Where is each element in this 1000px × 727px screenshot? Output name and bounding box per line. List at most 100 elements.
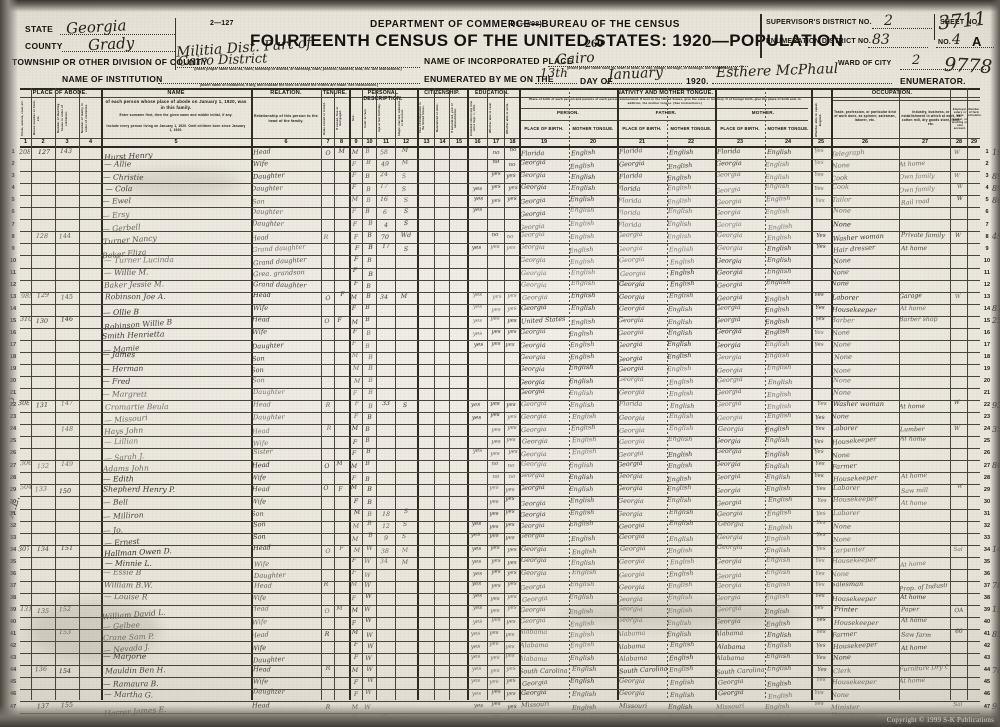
cell-mpb: Georgia <box>716 532 743 541</box>
cell-ind: At home <box>900 593 927 601</box>
cell-mpb: Georgia <box>717 243 744 252</box>
enumerated-day: 13th <box>540 66 568 80</box>
cell-age: 34 <box>379 557 388 566</box>
cell-occ: Housekeeper <box>831 677 876 687</box>
row-number-right: 8 <box>985 233 989 240</box>
cell-mt: English <box>569 461 594 470</box>
cell-fmt: English <box>669 245 694 254</box>
cell-mt: English <box>571 689 596 699</box>
row-separator <box>20 171 980 173</box>
supervisor-district-value: 2 <box>884 13 893 29</box>
cell-dwell: 134 <box>36 545 49 554</box>
cell-mt: English <box>571 546 597 557</box>
row-separator <box>20 183 980 185</box>
row-number-right: 34 <box>983 546 991 553</box>
cell-mmt: English <box>764 450 790 459</box>
cell-race: W <box>364 582 372 590</box>
nativity-note: Place of birth of each person and parent… <box>529 97 801 105</box>
cell-read: yes <box>491 583 501 590</box>
cell-fam: 144 <box>58 231 72 241</box>
cell-name: — Margrett <box>101 389 147 399</box>
cell-mpb: Georgia <box>715 581 742 591</box>
cell-mort: F <box>338 485 343 494</box>
cell-read: yes <box>489 667 500 674</box>
cell-school: yes <box>473 341 483 348</box>
cell-race: B <box>365 425 371 433</box>
colnum-27: 27 <box>921 139 929 145</box>
cell-race: B <box>366 257 372 265</box>
cell-mort: F <box>337 316 342 324</box>
cell-name: Shepherd Henry P. <box>102 484 175 494</box>
cell-eng: Yes <box>814 147 825 155</box>
row-number-right: 16 <box>983 329 991 336</box>
cell-mt: English <box>571 172 596 181</box>
cell-mt: English <box>569 389 594 398</box>
cell-write: yes <box>507 593 517 601</box>
row-separator <box>20 219 980 221</box>
cell-mmt: English <box>765 159 790 169</box>
cell-sex: M <box>350 293 358 301</box>
cell-mt: English <box>571 267 596 277</box>
form-header: State Georgia County Grady Township or o… <box>0 0 1000 88</box>
cell-pb: Georgia <box>521 436 548 446</box>
colnum-9: 9 <box>354 139 358 145</box>
group-nativity: Nativity and mother tongue. <box>616 89 714 96</box>
cell-read: yes <box>491 340 501 347</box>
sheet-no-label: Sheet No. <box>940 19 980 26</box>
cell-school: yes <box>471 244 481 252</box>
cell-mpb: Georgia <box>714 207 741 217</box>
cell-marital: S <box>401 185 407 194</box>
cell-ind: At home <box>900 643 927 652</box>
cell-race: W <box>366 666 373 674</box>
cell-marital: S <box>403 220 408 228</box>
cell-eng: Yes <box>816 642 827 650</box>
row-number-right: 17 <box>983 342 991 348</box>
cell-read: yes <box>489 678 499 686</box>
cell-mt: English <box>569 653 595 662</box>
cell-write: no <box>506 233 514 241</box>
row-separator <box>20 472 980 474</box>
cell-mmt: English <box>767 389 792 399</box>
cell-sex: F <box>353 653 358 661</box>
cell-dwell: 133 <box>34 484 47 494</box>
cell-eng: Yes <box>814 304 825 311</box>
cell-school: yes <box>472 330 483 337</box>
row-separator <box>20 556 980 558</box>
cell-eng: Yes <box>813 342 824 349</box>
cell-emp: W <box>953 425 960 432</box>
cell-write: yes <box>507 546 517 553</box>
row-number-right: 15 <box>983 317 991 324</box>
row-separator <box>20 701 980 703</box>
row-number-right: 18 <box>983 354 991 361</box>
row-separator <box>20 159 980 161</box>
cell-school: yes <box>471 546 481 553</box>
row-separator <box>20 641 980 643</box>
cell-pb: Georgia <box>520 340 546 349</box>
cell-mmt: English <box>764 304 790 314</box>
nativity-father-pob: Place of birth. <box>622 126 662 131</box>
cell-dwell: 131 <box>35 400 49 410</box>
cell-read: yes <box>490 197 501 205</box>
colnum-22: 22 <box>687 139 695 145</box>
cell-mt: English <box>568 377 594 386</box>
county-label: County <box>25 41 63 51</box>
row-number-right: 24 <box>983 426 991 433</box>
colnum-12: 12 <box>402 139 410 145</box>
cell-relation: Son <box>251 354 266 364</box>
vhdr-color-race: Color or race. <box>364 108 367 128</box>
cell-relation: Daughter <box>253 570 286 580</box>
row-separator <box>20 689 980 691</box>
vhdr-attended-school: Attended school any time since Sept. 1, … <box>470 100 476 136</box>
cell-fpb: Georgia <box>618 292 645 302</box>
row-separator <box>20 677 980 679</box>
cell-occ: None <box>832 220 851 230</box>
row-number-right: 36 <box>983 570 991 577</box>
vhdr-naturalized: Naturalized or alien. <box>436 103 439 133</box>
cell-name: Adams John <box>103 463 150 473</box>
cell-write: yes <box>507 317 518 324</box>
cell-pb: Georgia <box>520 255 546 264</box>
cell-school: yes <box>470 643 480 651</box>
institution-label: Name of institution <box>62 74 163 84</box>
smudge-3 <box>30 600 160 660</box>
cell-write: yes <box>507 292 517 299</box>
